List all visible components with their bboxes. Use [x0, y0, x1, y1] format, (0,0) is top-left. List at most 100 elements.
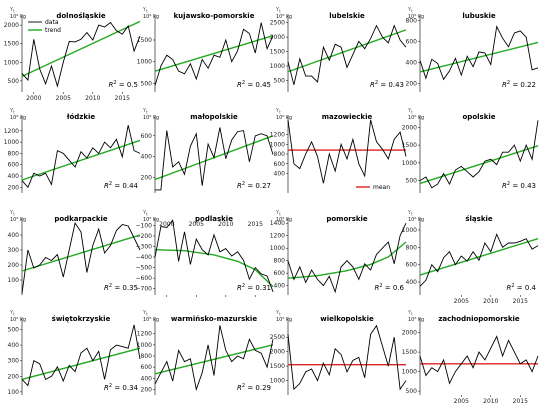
- y-symbol-sub: t: [146, 9, 148, 14]
- y-symbol: Yt: [275, 210, 281, 217]
- y-tick-label: 400: [274, 283, 286, 290]
- y-tick-label: 1400: [270, 220, 285, 227]
- r2-value: = 0.43: [510, 182, 536, 190]
- data-line: [419, 233, 539, 287]
- y-symbol: Yt: [142, 7, 148, 14]
- unit-label: 10⁶ kg: [408, 14, 424, 20]
- y-tick-label: 1000: [137, 342, 152, 349]
- x-tick-label: 2015: [248, 221, 263, 228]
- y-tick-label: 800: [274, 258, 286, 265]
- data-line: [21, 21, 141, 88]
- x-tick-label: 2005: [56, 95, 71, 102]
- r2-label: R2 = 0.34: [104, 383, 139, 392]
- x-tick-label: 2005: [454, 398, 469, 405]
- y-tick-label: 1200: [270, 233, 285, 240]
- trend-line: [21, 20, 141, 78]
- y-symbol: Yt: [407, 7, 413, 14]
- trend-line: [21, 139, 141, 181]
- data-line: [287, 223, 407, 294]
- y-tick-label: 800: [406, 17, 418, 24]
- y-tick-label: 400: [406, 279, 418, 286]
- r2-symbol: R: [237, 182, 242, 190]
- x-tick-label: 2015: [513, 298, 528, 305]
- r2-label: R2 = 0.6: [374, 283, 404, 292]
- y-symbol: Yt: [275, 108, 281, 115]
- y-tick-label: 600: [8, 162, 20, 169]
- y-tick-label: 1200: [4, 128, 19, 135]
- panel-title: opolskie: [463, 113, 496, 121]
- r2-superscript: 2: [242, 383, 245, 389]
- y-tick-label: 300: [8, 247, 20, 254]
- unit-label: 10⁶ kg: [276, 217, 292, 223]
- r2-value: = 0.35: [112, 284, 138, 292]
- y-tick-label: −600: [136, 275, 153, 282]
- y-symbol: Yt: [407, 108, 413, 115]
- y-symbol: Yt: [9, 7, 15, 14]
- r2-value: = 0.29: [245, 384, 271, 392]
- data-line: [21, 125, 141, 189]
- y-tick-label: 1000: [402, 227, 417, 234]
- r2-symbol: R: [104, 384, 109, 392]
- y-tick-label: 1000: [270, 141, 285, 148]
- r2-value: = 0.4: [515, 284, 537, 292]
- y-symbol-sub: t: [279, 110, 281, 115]
- r2-symbol: R: [502, 182, 507, 190]
- y-tick-label: 600: [406, 262, 418, 269]
- y-tick-label: −200: [136, 233, 153, 240]
- r2-symbol: R: [237, 384, 242, 392]
- y-symbol-sub: t: [279, 312, 281, 317]
- unit-label: 10⁶ kg: [276, 14, 292, 20]
- unit-label: 10⁶ kg: [408, 217, 424, 223]
- y-tick-label: 1500: [402, 142, 417, 149]
- r2-symbol: R: [104, 284, 109, 292]
- r2-value: = 0.27: [245, 182, 271, 190]
- y-tick-label: 200: [406, 81, 418, 88]
- y-tick-label: 2000: [270, 349, 285, 356]
- r2-value: = 0.22: [510, 81, 536, 89]
- y-symbol: Yt: [9, 210, 15, 217]
- r2-label: R2 = 0.4: [506, 283, 536, 292]
- r2-symbol: R: [104, 182, 109, 190]
- r2-label: R2 = 0.43: [370, 80, 404, 89]
- y-symbol: Yt: [9, 310, 15, 317]
- data-line: [154, 325, 274, 392]
- unit-label: 10⁶ kg: [276, 317, 292, 323]
- r2-superscript: 2: [511, 283, 514, 289]
- y-symbol: Yt: [407, 210, 413, 217]
- data-line: [155, 127, 274, 191]
- y-tick-label: 2500: [270, 20, 285, 27]
- y-tick-label: 800: [406, 244, 418, 251]
- data-line: [154, 22, 274, 86]
- data-line: [21, 324, 141, 387]
- y-tick-label: 1200: [270, 132, 285, 139]
- y-tick-label: −100: [136, 222, 153, 229]
- y-tick-label: 600: [274, 161, 286, 168]
- panel-title: pomorskie: [326, 215, 368, 223]
- legend-mean-label: mean: [373, 184, 390, 191]
- y-tick-label: 1000: [402, 369, 417, 376]
- y-symbol: Yt: [9, 108, 15, 115]
- unit-label: 10⁶ kg: [408, 317, 424, 323]
- r2-superscript: 2: [507, 181, 510, 187]
- y-tick-label: 1000: [137, 59, 152, 66]
- data-line: [287, 24, 407, 85]
- y-tick-label: 1000: [270, 245, 285, 252]
- trend-line: [154, 344, 274, 375]
- r2-superscript: 2: [242, 181, 245, 187]
- x-tick-label: 2015: [513, 398, 528, 405]
- panel-title: lubuskie: [462, 12, 496, 20]
- r2-superscript: 2: [109, 283, 112, 289]
- r2-symbol: R: [237, 81, 242, 89]
- y-tick-label: 800: [274, 151, 286, 158]
- y-tick-label: 400: [406, 59, 418, 66]
- y-tick-label: 600: [141, 133, 153, 140]
- y-tick-label: 500: [274, 77, 286, 84]
- legend-trend-label: trend: [45, 27, 61, 34]
- y-symbol-sub: t: [13, 110, 15, 115]
- y-tick-label: 2000: [402, 330, 417, 337]
